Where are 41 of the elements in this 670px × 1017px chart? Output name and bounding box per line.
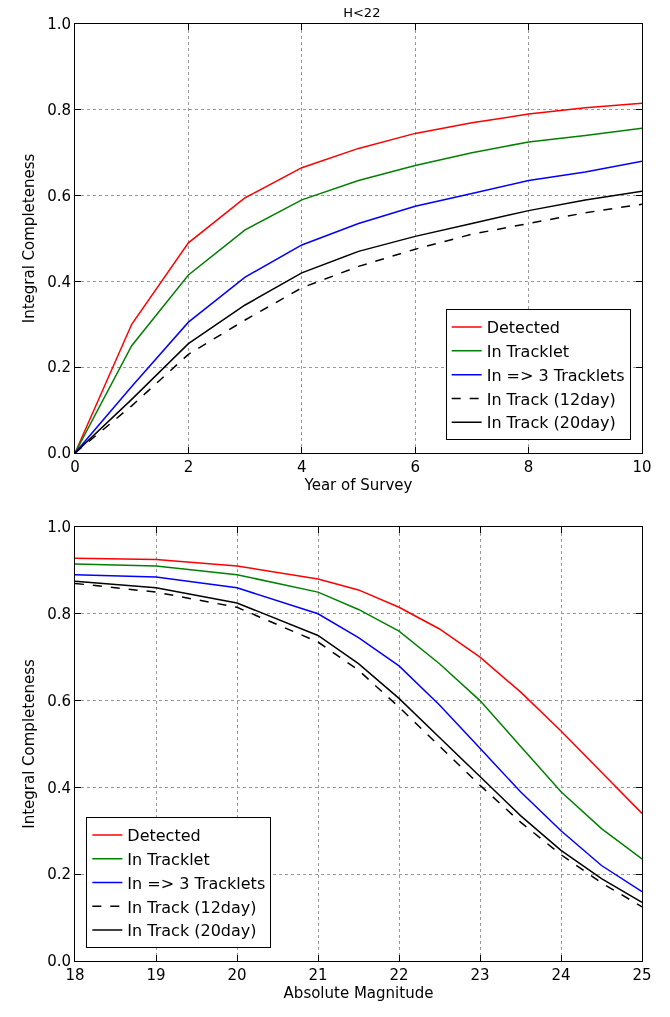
legend-label: In => 3 Tracklets — [127, 873, 266, 893]
x-tick-label: 24 — [551, 966, 571, 984]
legend-label: In Track (20day) — [127, 921, 257, 941]
y-tick-label: 1.0 — [47, 15, 71, 34]
x-tick-label: 4 — [297, 458, 307, 476]
x-tick-label: 21 — [308, 966, 328, 984]
x-tick-label: 19 — [146, 966, 166, 984]
x-tick-label: 6 — [410, 458, 420, 476]
x-tick-label: 2 — [183, 458, 194, 476]
x-tick-label: 0 — [70, 458, 80, 476]
y-tick-label: 0.2 — [47, 358, 71, 377]
y-tick-label: 0.6 — [47, 186, 71, 205]
x-tick-label: 23 — [470, 966, 490, 984]
x-axis-title: Absolute Magnitude — [283, 984, 434, 1002]
x-tick-label: 22 — [389, 966, 409, 984]
x-axis-title: Year of Survey — [303, 476, 413, 494]
y-tick-label: 0.8 — [47, 101, 71, 120]
legend-label: Detected — [486, 318, 561, 338]
y-tick-label: 0.0 — [47, 444, 71, 463]
legend-label: Detected — [127, 826, 201, 846]
legend-label: In Track (12day) — [127, 897, 257, 917]
y-tick-label: 0.2 — [47, 865, 71, 884]
legend-label: In Track (12day) — [486, 389, 616, 409]
x-tick-label: 25 — [632, 966, 652, 984]
legend-label: In Tracklet — [127, 849, 210, 869]
y-axis-title: Integral Completeness — [20, 153, 39, 324]
line-series — [75, 557, 642, 815]
y-tick-label: 0.6 — [47, 691, 71, 710]
y-axis-title: Integral Completeness — [20, 659, 39, 829]
x-tick-label: 10 — [632, 458, 652, 476]
x-tick-label: 8 — [523, 458, 534, 476]
y-tick-label: 0.4 — [47, 272, 71, 291]
x-tick-label: 18 — [65, 966, 85, 984]
legend-label: In Tracklet — [486, 342, 570, 362]
legend-label: In => 3 Tracklets — [486, 365, 625, 385]
x-tick-label: 20 — [227, 966, 247, 984]
y-tick-label: 0.8 — [47, 605, 71, 624]
y-tick-label: 1.0 — [47, 518, 71, 537]
legend-label: In Track (20day) — [486, 413, 616, 433]
y-tick-label: 0.4 — [47, 778, 71, 797]
chart-title: H<22 — [343, 4, 381, 20]
